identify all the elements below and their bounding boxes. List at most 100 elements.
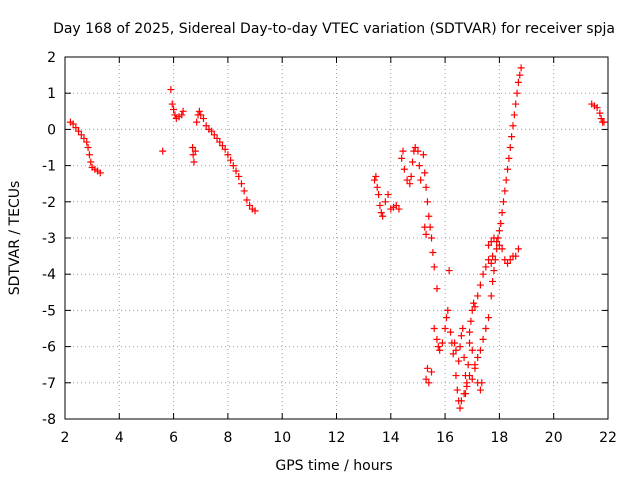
data-point bbox=[399, 147, 407, 155]
data-point bbox=[482, 325, 490, 332]
data-point bbox=[381, 198, 389, 206]
data-point bbox=[596, 109, 604, 117]
data-point bbox=[485, 314, 493, 322]
data-point bbox=[474, 353, 482, 361]
data-point bbox=[487, 259, 495, 267]
data-point bbox=[83, 138, 91, 146]
data-point bbox=[159, 147, 167, 155]
data-point bbox=[493, 238, 501, 246]
data-point bbox=[479, 270, 487, 278]
data-point bbox=[457, 332, 465, 340]
y-tick-label: -7 bbox=[42, 376, 56, 392]
data-point bbox=[467, 317, 475, 325]
data-point bbox=[434, 343, 442, 351]
data-point bbox=[456, 404, 464, 412]
data-point bbox=[407, 172, 415, 180]
grid-lines bbox=[65, 57, 608, 419]
data-point bbox=[392, 201, 400, 209]
data-point bbox=[428, 368, 436, 376]
data-point bbox=[371, 176, 379, 184]
data-point bbox=[466, 372, 474, 380]
data-point bbox=[232, 167, 240, 175]
data-point bbox=[425, 379, 433, 387]
data-point bbox=[442, 314, 450, 322]
data-point bbox=[476, 281, 484, 289]
data-point bbox=[193, 118, 201, 126]
data-point bbox=[452, 372, 460, 380]
x-tick-label: 18 bbox=[490, 430, 508, 446]
data-point bbox=[482, 263, 490, 271]
data-point bbox=[456, 343, 464, 351]
data-point bbox=[510, 111, 518, 119]
data-point bbox=[417, 176, 425, 184]
data-point bbox=[506, 144, 514, 151]
data-point bbox=[476, 386, 484, 394]
data-point bbox=[224, 151, 232, 159]
data-point bbox=[398, 154, 406, 162]
data-point bbox=[489, 277, 497, 285]
x-tick-label: 22 bbox=[599, 430, 617, 446]
data-point bbox=[490, 234, 498, 242]
data-point bbox=[516, 71, 524, 79]
data-point bbox=[449, 350, 457, 358]
data-point bbox=[69, 120, 77, 128]
data-point bbox=[395, 205, 403, 213]
data-point bbox=[376, 201, 384, 209]
data-point bbox=[216, 138, 224, 146]
data-point bbox=[178, 111, 186, 119]
y-tick-label: -8 bbox=[42, 412, 56, 428]
data-point bbox=[506, 256, 514, 264]
data-point bbox=[485, 256, 493, 264]
data-point bbox=[495, 241, 503, 249]
data-point bbox=[512, 252, 520, 260]
data-point bbox=[468, 375, 476, 383]
data-point bbox=[197, 111, 205, 119]
data-point bbox=[168, 100, 176, 108]
data-point bbox=[84, 144, 92, 151]
data-point bbox=[487, 292, 495, 300]
data-point bbox=[191, 147, 199, 155]
data-point bbox=[479, 335, 487, 343]
data-point bbox=[597, 115, 605, 123]
data-point bbox=[464, 361, 472, 369]
data-point bbox=[436, 346, 444, 354]
x-tick-label: 20 bbox=[545, 430, 563, 446]
x-tick-label: 8 bbox=[223, 430, 232, 446]
data-point bbox=[377, 209, 385, 217]
data-point bbox=[508, 133, 516, 141]
data-point bbox=[406, 180, 414, 188]
data-point bbox=[221, 145, 229, 153]
data-point bbox=[514, 78, 522, 86]
data-point bbox=[468, 306, 476, 314]
y-tick-label: 2 bbox=[47, 50, 56, 66]
data-point bbox=[471, 364, 479, 372]
data-point bbox=[422, 183, 430, 191]
data-point bbox=[373, 183, 381, 191]
x-tick-label: 10 bbox=[273, 430, 291, 446]
data-point bbox=[474, 292, 482, 300]
data-point bbox=[189, 151, 197, 159]
data-point bbox=[72, 124, 80, 132]
data-point bbox=[415, 162, 423, 170]
data-point bbox=[498, 209, 506, 217]
data-point bbox=[600, 118, 608, 126]
y-tick-label: -6 bbox=[42, 340, 56, 356]
data-point bbox=[372, 172, 380, 180]
y-tick-label: 1 bbox=[47, 86, 56, 102]
data-point bbox=[498, 245, 506, 253]
y-tick-label: -5 bbox=[42, 303, 56, 319]
data-point bbox=[423, 198, 431, 206]
data-point bbox=[459, 325, 467, 332]
data-point bbox=[210, 131, 218, 139]
x-tick-label: 6 bbox=[169, 430, 178, 446]
data-point bbox=[422, 375, 430, 383]
data-point bbox=[421, 169, 429, 177]
y-tick-label: -2 bbox=[42, 195, 56, 211]
data-point bbox=[499, 198, 507, 206]
data-point bbox=[514, 245, 522, 253]
data-point bbox=[179, 107, 187, 115]
data-point bbox=[199, 115, 207, 123]
data-point bbox=[189, 144, 197, 151]
data-point bbox=[445, 267, 453, 275]
